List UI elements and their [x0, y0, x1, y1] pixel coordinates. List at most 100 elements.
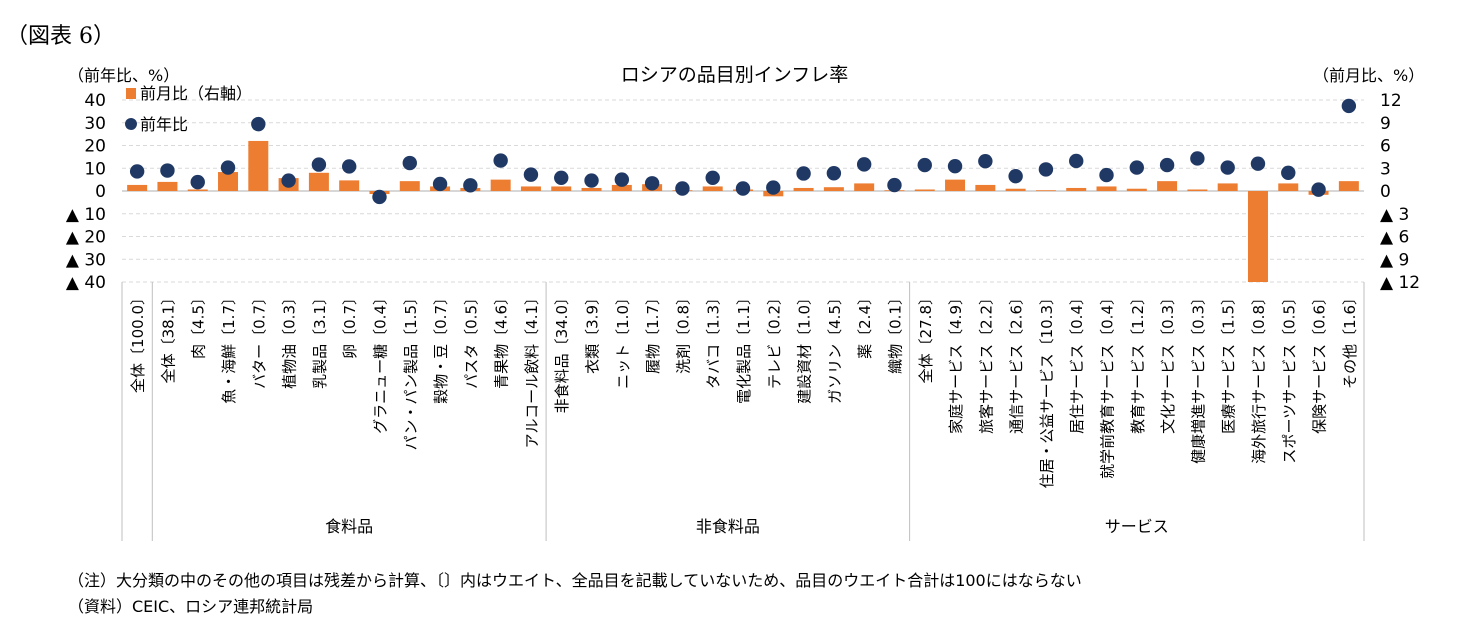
left-tick-label: ▲ 40 [66, 273, 106, 293]
dot-yoy [947, 159, 963, 174]
dot-yoy [1099, 167, 1114, 183]
category-label: 通信サービス〔2.6〕 [1008, 290, 1026, 434]
category-label: アルコール飲料〔4.1〕 [523, 290, 541, 448]
left-tick-label: ▲ 30 [66, 250, 106, 270]
left-axis-unit-label: （前年比、%） [68, 66, 180, 85]
dot-yoy [1281, 165, 1296, 180]
bar-mom [945, 179, 966, 191]
right-tick-label: 6 [1380, 137, 1391, 157]
bar-mom [1278, 183, 1299, 191]
category-label: 植物油〔0.3〕 [281, 290, 299, 389]
category-label: 就学前教育サービス〔0.4〕 [1099, 290, 1117, 479]
dot-yoy [1311, 182, 1326, 197]
dot-yoy [129, 164, 145, 179]
dot-yoy [1220, 160, 1235, 175]
group-label: サービス [1105, 517, 1169, 536]
group-label: 非食料品 [696, 517, 760, 536]
dot-yoy [887, 177, 902, 193]
right-tick-label: ▲ 3 [1380, 205, 1409, 225]
dot-series [129, 98, 1357, 205]
dot-yoy [251, 116, 266, 132]
category-label: その他〔1.6〕 [1341, 290, 1359, 389]
dot-yoy [735, 181, 751, 196]
bar-mom [1126, 188, 1147, 191]
left-tick-label: ▲ 10 [66, 205, 106, 225]
dot-yoy [372, 189, 387, 205]
category-label: 健康増進サービス〔0.3〕 [1189, 290, 1207, 464]
left-tick-label: 40 [84, 91, 106, 111]
dot-yoy [1069, 153, 1084, 169]
chart-title: ロシアの品目別インフレ率 [620, 64, 849, 86]
dot-yoy [281, 173, 296, 188]
left-tick-label: 20 [84, 137, 106, 157]
category-label: グラニュー糖〔0.4〕 [371, 290, 389, 434]
bar-mom [1035, 190, 1056, 192]
bar-mom [1247, 191, 1268, 282]
bar-mom [793, 187, 814, 191]
category-label: 青果物〔4.6〕 [493, 290, 511, 389]
category-label: 電化製品〔1.1〕 [735, 290, 753, 404]
right-tick-label: 0 [1380, 182, 1391, 202]
legend-bar-swatch [126, 88, 136, 99]
category-label: 卵〔0.7〕 [341, 290, 359, 359]
dot-yoy [341, 159, 357, 174]
bar-mom [1066, 187, 1087, 191]
bar-mom [399, 181, 420, 191]
dot-yoy [402, 155, 417, 171]
bar-mom [1157, 181, 1178, 191]
dot-yoy [644, 176, 660, 191]
group-labels: 食料品 非食料品 サービス [325, 517, 1169, 536]
category-label: 海外旅行サービス〔0.8〕 [1250, 290, 1268, 464]
dot-yoy [493, 153, 508, 168]
category-label: タバコ〔1.3〕 [705, 290, 723, 389]
dot-yoy [1159, 157, 1175, 173]
category-label: スポーツサービス〔0.5〕 [1280, 290, 1298, 464]
bar-mom [1338, 181, 1359, 191]
dot-yoy [705, 170, 720, 186]
bar-mom [914, 189, 935, 191]
bar-series [127, 140, 1359, 282]
category-label: 穀物・豆〔0.7〕 [432, 290, 450, 404]
category-label: 魚・海鮮〔1.7〕 [220, 290, 238, 404]
dot-yoy [1129, 160, 1145, 175]
category-label: 居住サービス〔0.4〕 [1068, 290, 1086, 434]
dot-yoy [1250, 156, 1266, 171]
dot-yoy [584, 173, 599, 188]
bar-mom [611, 184, 632, 191]
dot-yoy [311, 157, 327, 172]
dot-yoy [1038, 162, 1054, 177]
dot-yoy [432, 176, 448, 192]
category-label: 医療サービス〔1.5〕 [1220, 290, 1238, 434]
category-label: 保険サービス〔0.6〕 [1311, 290, 1329, 434]
bar-mom [823, 187, 844, 191]
bar-mom [339, 180, 360, 191]
bar-mom [157, 181, 178, 191]
category-label: 家庭サービス〔4.9〕 [947, 290, 965, 434]
category-label: パン・パン製品〔1.5〕 [402, 290, 420, 450]
bar-mom [218, 172, 239, 191]
category-label: バター〔0.7〕 [250, 290, 268, 389]
right-tick-label: 3 [1380, 159, 1391, 179]
category-label: 洗剤〔0.8〕 [674, 290, 692, 374]
category-label: テレビ〔0.2〕 [765, 290, 783, 389]
right-tick-label: ▲ 12 [1380, 273, 1420, 293]
bar-mom [248, 140, 269, 191]
dot-yoy [190, 174, 205, 190]
dot-yoy [826, 166, 842, 181]
left-tick-label: 30 [84, 114, 106, 134]
dot-yoy [554, 170, 569, 186]
dot-yoy [463, 178, 478, 193]
right-tick-label: ▲ 9 [1380, 250, 1409, 270]
left-tick-label: 0 [95, 182, 106, 202]
source-note: （資料）CEIC、ロシア連邦統計局 [68, 597, 314, 616]
category-label: 旅客サービス〔2.2〕 [977, 290, 995, 434]
legend-dot-swatch [125, 118, 137, 130]
right-tick-label: ▲ 6 [1380, 228, 1409, 248]
legend-bar-label: 前月比（右軸） [140, 84, 252, 103]
category-label: 非食料品〔34.0〕 [553, 290, 571, 413]
group-label: 食料品 [325, 517, 373, 536]
dot-yoy [1008, 169, 1023, 184]
bar-mom [490, 179, 511, 191]
